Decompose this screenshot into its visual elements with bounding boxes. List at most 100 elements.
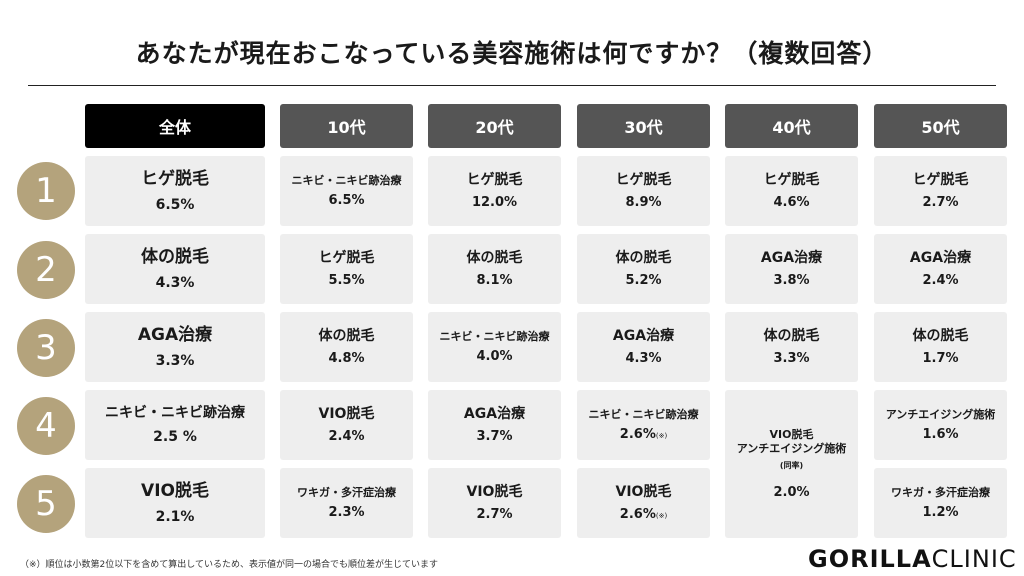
percentage: 4.3% xyxy=(155,274,195,291)
cell-20s-rank-1: ヒゲ脱毛 12.0% xyxy=(428,156,561,226)
cell-10s-rank-3: 体の脱毛 4.8% xyxy=(280,312,413,382)
treatment-name: ニキビ・ニキビ跡治療 xyxy=(588,407,699,421)
treatment-name: 体の脱毛 xyxy=(615,249,672,266)
percentage: 1.6% xyxy=(922,427,959,443)
cell-10s-rank-1: ニキビ・ニキビ跡治療 6.5% xyxy=(280,156,413,226)
cell-30s-rank-3: AGA治療 4.3% xyxy=(577,312,710,382)
treatment-name: AGA治療 xyxy=(760,249,823,266)
treatment-name: VIO脱毛 xyxy=(769,428,814,442)
cell-all-rank-5: VIO脱毛 2.1% xyxy=(85,468,265,538)
treatment-name: アンチエイジング施術 xyxy=(885,407,996,421)
cell-20s-rank-4: AGA治療 3.7% xyxy=(428,390,561,460)
percentage: 1.2% xyxy=(922,505,959,521)
cell-all-rank-1: ヒゲ脱毛 6.5% xyxy=(85,156,265,226)
treatment-name: VIO脱毛 xyxy=(615,483,672,500)
treatment-name: VIO脱毛 xyxy=(466,483,523,500)
page-title: あなたが現在おこなっている美容施術は何ですか？（複数回答） xyxy=(135,39,889,68)
cell-40s-rank-3: 体の脱毛 3.3% xyxy=(725,312,858,382)
treatment-name: ヒゲ脱毛 xyxy=(615,171,672,188)
treatment-name: ヒゲ脱毛 xyxy=(466,171,523,188)
treatment-name: ワキガ・多汗症治療 xyxy=(297,485,396,499)
cell-10s-rank-2: ヒゲ脱毛 5.5% xyxy=(280,234,413,304)
cell-20s-rank-2: 体の脱毛 8.1% xyxy=(428,234,561,304)
percentage: 2.7% xyxy=(922,195,959,211)
percentage: 2.5 % xyxy=(153,428,197,445)
percentage: 4.6% xyxy=(773,195,810,211)
cell-50s-rank-1: ヒゲ脱毛 2.7% xyxy=(874,156,1007,226)
cell-20s-rank-5: VIO脱毛 2.7% xyxy=(428,468,561,538)
percentage: 1.7% xyxy=(922,351,959,367)
percentage: 3.3% xyxy=(155,352,195,369)
cell-50s-rank-3: 体の脱毛 1.7% xyxy=(874,312,1007,382)
cell-40s-rank-1: ヒゲ脱毛 4.6% xyxy=(725,156,858,226)
logo-text-bold: GORILLA xyxy=(808,545,932,573)
percentage: 4.3% xyxy=(625,351,662,367)
cell-40s-rank-4-5-tie: VIO脱毛 アンチエイジング施術 (同率) 2.0% xyxy=(725,390,858,538)
percentage: 2.7% xyxy=(476,507,513,523)
percentage: 5.2% xyxy=(625,273,662,289)
cell-10s-rank-5: ワキガ・多汗症治療 2.3% xyxy=(280,468,413,538)
treatment-name: AGA治療 xyxy=(909,249,972,266)
rank-badge-3: 3 xyxy=(17,319,75,377)
brand-logo: GORILLACLINIC xyxy=(808,545,1017,573)
treatment-name: ワキガ・多汗症治療 xyxy=(891,485,990,499)
cell-30s-rank-1: ヒゲ脱毛 8.9% xyxy=(577,156,710,226)
cell-all-rank-4: ニキビ・ニキビ跡治療 2.5 % xyxy=(85,390,265,460)
rank-badge-5: 5 xyxy=(17,475,75,533)
percentage: 12.0% xyxy=(471,195,518,211)
percentage-value: 2.6% xyxy=(619,507,656,523)
percentage: 2.3% xyxy=(328,505,365,521)
cell-50s-rank-5: ワキガ・多汗症治療 1.2% xyxy=(874,468,1007,538)
rank-badge-2: 2 xyxy=(17,241,75,299)
treatment-name: ニキビ・ニキビ跡治療 xyxy=(105,405,245,422)
percentage: 2.4% xyxy=(922,273,959,289)
treatment-name: AGA治療 xyxy=(137,325,213,346)
percentage: 4.8% xyxy=(328,351,365,367)
treatment-name: ヒゲ脱毛 xyxy=(912,171,969,188)
header-30s: 30代 xyxy=(577,104,710,148)
cell-30s-rank-5: VIO脱毛 2.6%(※) xyxy=(577,468,710,538)
header-50s: 50代 xyxy=(874,104,1007,148)
percentage: 3.3% xyxy=(773,351,810,367)
treatment-name: アンチエイジング施術 xyxy=(736,442,847,455)
treatment-name: VIO脱毛 xyxy=(318,405,375,422)
tie-note-mark: (※) xyxy=(655,432,668,441)
percentage: 3.7% xyxy=(476,429,513,445)
percentage: 2.4% xyxy=(328,429,365,445)
header-40s: 40代 xyxy=(725,104,858,148)
percentage: 6.5% xyxy=(328,193,365,209)
title-divider xyxy=(28,85,996,86)
treatment-name: ヒゲ脱毛 xyxy=(141,169,209,190)
percentage: 2.0% xyxy=(773,484,810,500)
cell-50s-rank-2: AGA治療 2.4% xyxy=(874,234,1007,304)
cell-40s-rank-2: AGA治療 3.8% xyxy=(725,234,858,304)
tie-label: (同率) xyxy=(779,460,804,470)
cell-30s-rank-4: ニキビ・ニキビ跡治療 2.6%(※) xyxy=(577,390,710,460)
treatment-name: 体の脱毛 xyxy=(912,327,969,344)
cell-50s-rank-4: アンチエイジング施術 1.6% xyxy=(874,390,1007,460)
percentage: 2.6%(※) xyxy=(620,427,667,442)
treatment-name: 体の脱毛 xyxy=(763,327,820,344)
treatment-name: AGA治療 xyxy=(612,327,675,344)
treatment-name: AGA治療 xyxy=(463,405,526,422)
percentage: 3.8% xyxy=(773,273,810,289)
percentage: 6.5% xyxy=(155,196,195,213)
cell-all-rank-3: AGA治療 3.3% xyxy=(85,312,265,382)
treatment-name: 体の脱毛 xyxy=(141,247,209,268)
header-20s: 20代 xyxy=(428,104,561,148)
cell-all-rank-2: 体の脱毛 4.3% xyxy=(85,234,265,304)
percentage: 4.0% xyxy=(476,349,513,365)
treatment-name: VIO脱毛 xyxy=(141,481,209,502)
percentage: 2.1% xyxy=(155,508,195,525)
percentage: 8.1% xyxy=(476,273,513,289)
treatment-name: 体の脱毛 xyxy=(318,327,375,344)
cell-20s-rank-3: ニキビ・ニキビ跡治療 4.0% xyxy=(428,312,561,382)
percentage: 5.5% xyxy=(328,273,365,289)
treatment-name: ニキビ・ニキビ跡治療 xyxy=(439,329,550,343)
logo-text-light: CLINIC xyxy=(931,545,1017,573)
tie-note-mark: (※) xyxy=(655,512,668,521)
footnote: （※）順位は小数第2位以下を含めて算出しているため、表示値が同一の場合でも順位差… xyxy=(20,560,438,570)
header-10s: 10代 xyxy=(280,104,413,148)
cell-30s-rank-2: 体の脱毛 5.2% xyxy=(577,234,710,304)
percentage: 8.9% xyxy=(625,195,662,211)
